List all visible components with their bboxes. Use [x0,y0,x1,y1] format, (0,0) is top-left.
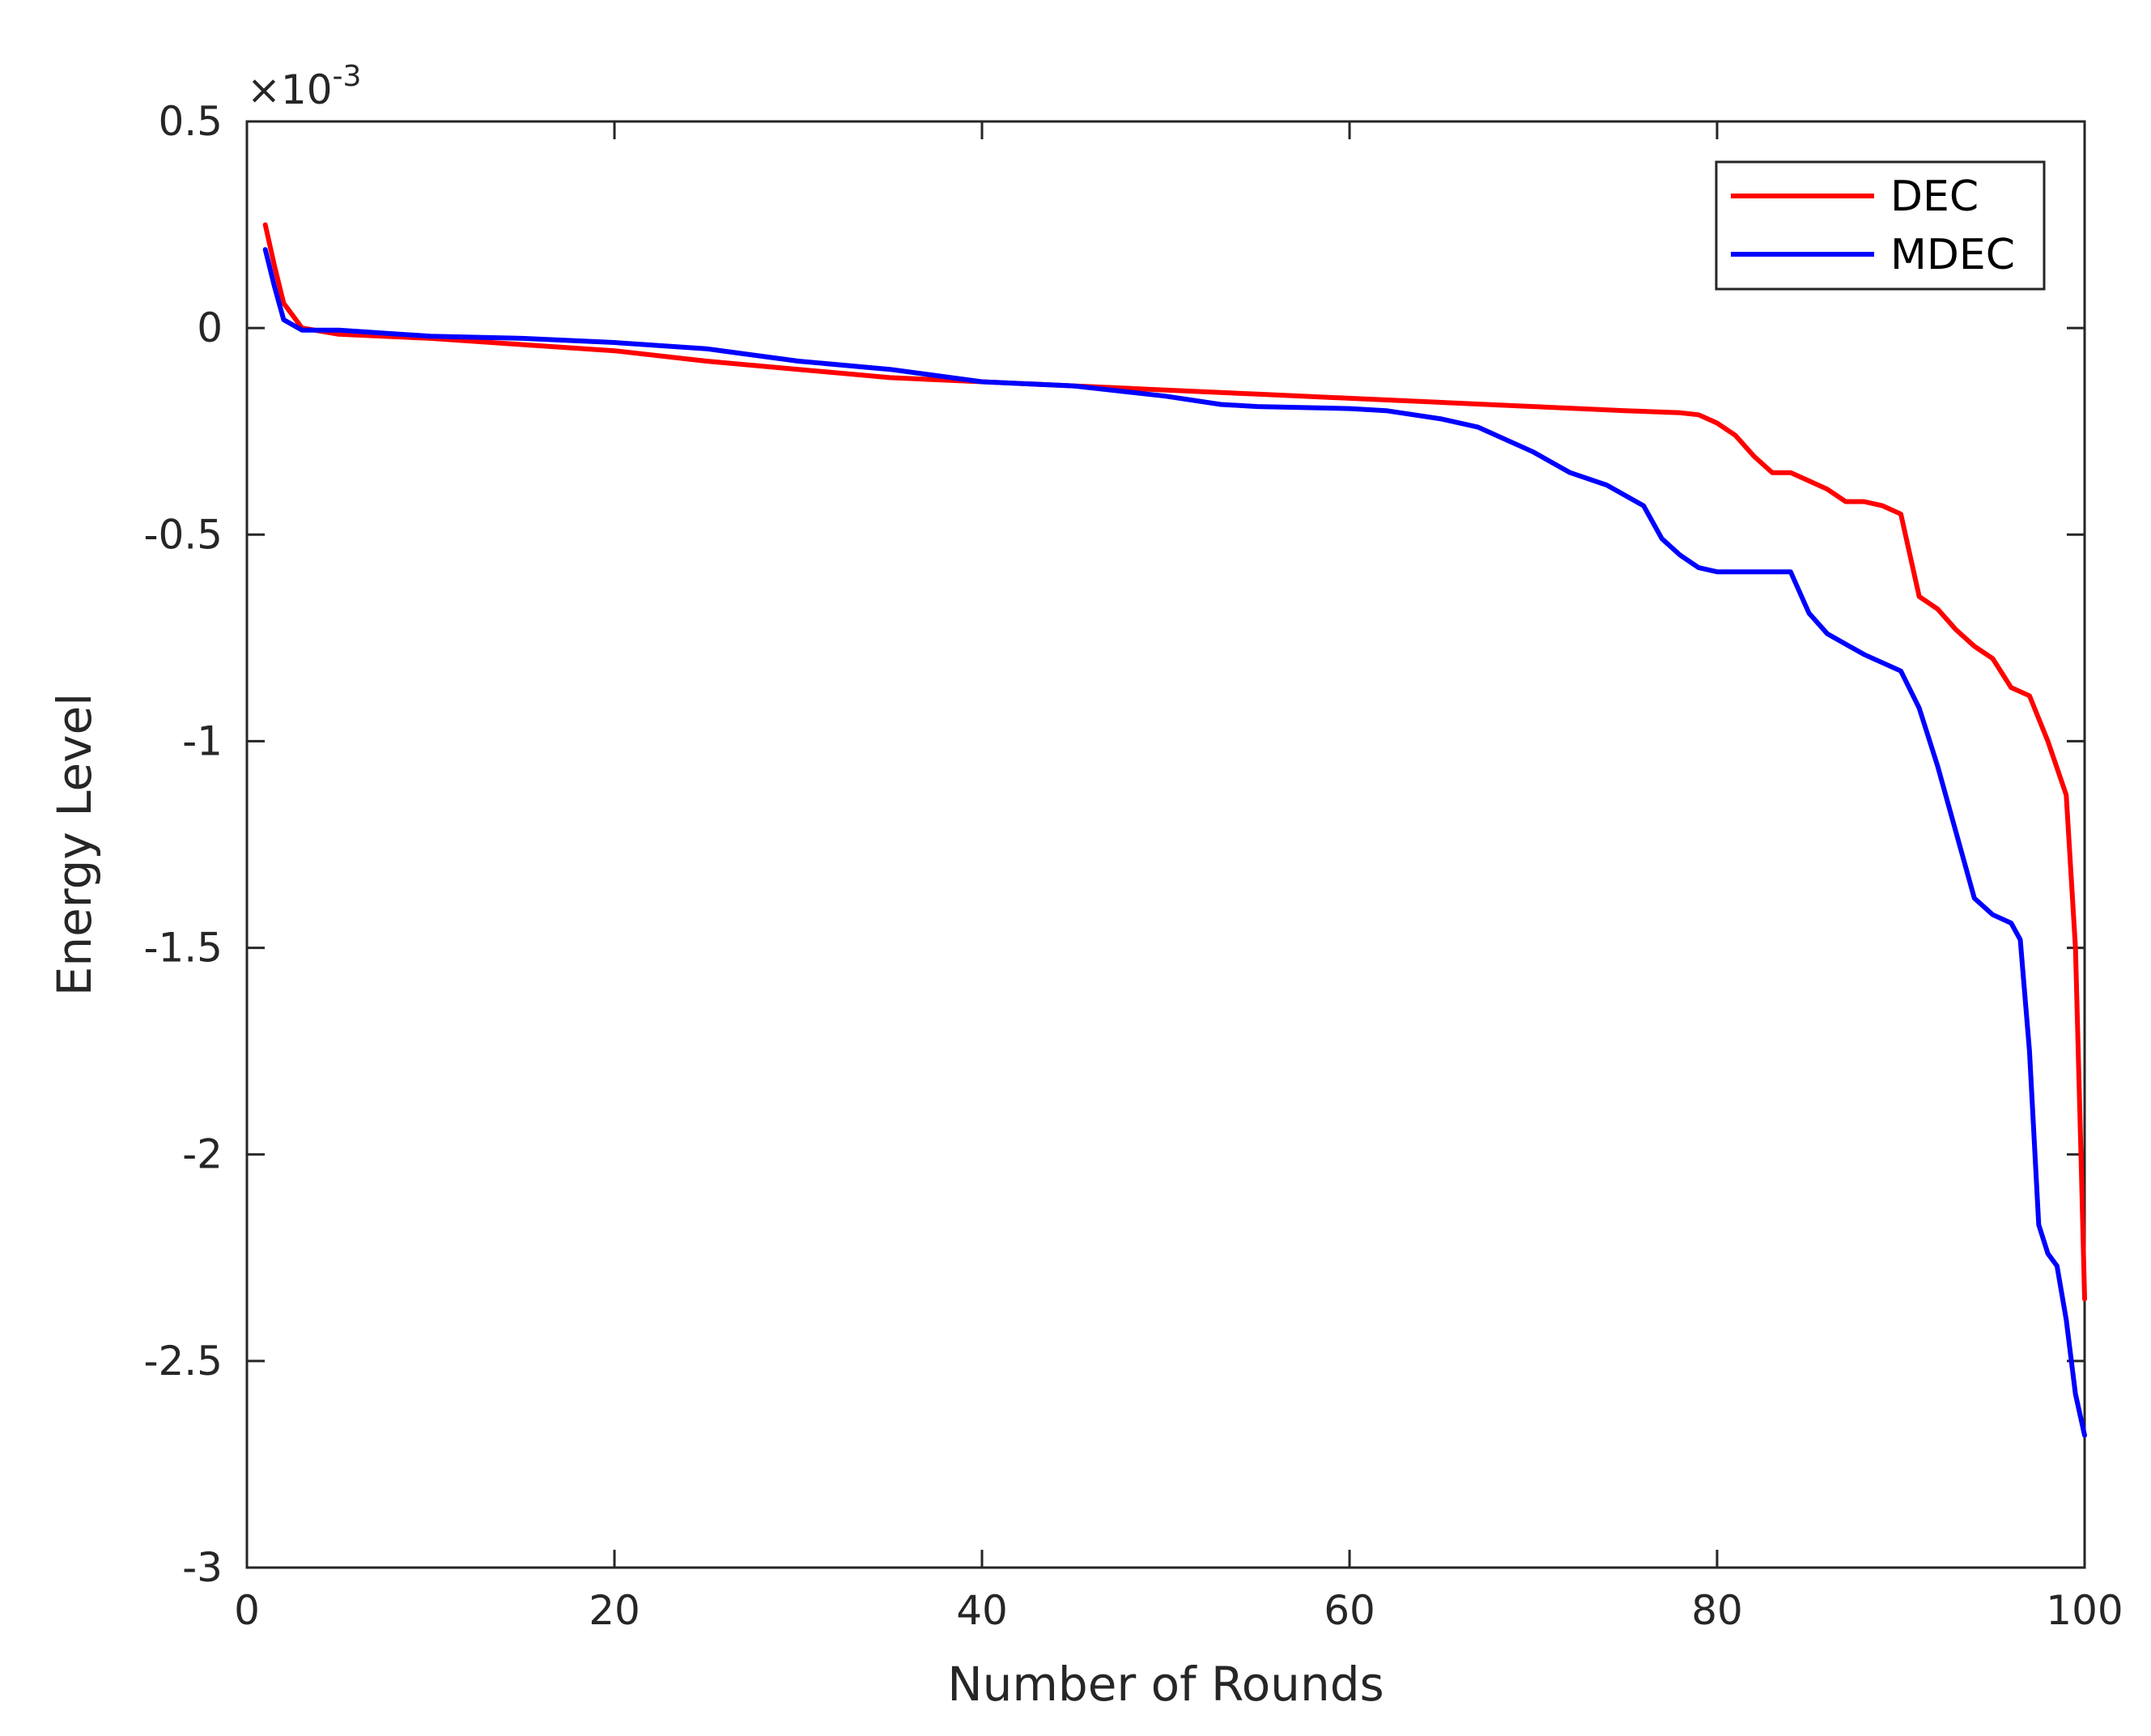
series-line-dec [262,222,2087,1302]
x-tick-label: 20 [589,1587,640,1634]
y-tick-label: -3 [182,1544,223,1591]
x-tick-label: 100 [2046,1587,2123,1634]
legend-label-dec: DEC [1890,172,1979,221]
plot-frame [245,120,2086,1569]
y-axis-label: Energy Level [47,693,102,997]
x-tick-label: 0 [234,1587,260,1634]
y-tick-label: -2.5 [143,1338,223,1385]
y-axis-exponent-label: ×10-3 [247,60,361,113]
x-axis-ticks: 0 20 40 60 80 100 [234,121,2123,1634]
x-tick-label: 60 [1324,1587,1375,1634]
legend: DEC MDEC [1715,160,2046,291]
y-tick-label: -0.5 [143,511,223,558]
y-tick-label: 0 [197,304,223,351]
x-axis-label: Number of Rounds [947,1657,1384,1712]
y-tick-label: -1.5 [143,925,223,972]
exponent-power: -3 [333,60,362,93]
series-line-mdec [262,247,2087,1438]
legend-box [1715,160,2046,291]
series-layer [262,222,2087,1438]
plot-area [245,120,2086,1569]
y-tick-label: -1 [182,717,223,764]
exponent-base: ×10 [247,66,333,113]
y-tick-label: 0.5 [158,98,223,145]
y-axis-ticks: 0.5 0 -0.5 -1 -1.5 -2 -2.5 -3 [143,98,2085,1591]
x-tick-label: 40 [956,1587,1008,1634]
x-tick-label: 80 [1691,1587,1743,1634]
legend-label-mdec: MDEC [1890,231,2015,279]
y-tick-label: -2 [182,1131,223,1178]
